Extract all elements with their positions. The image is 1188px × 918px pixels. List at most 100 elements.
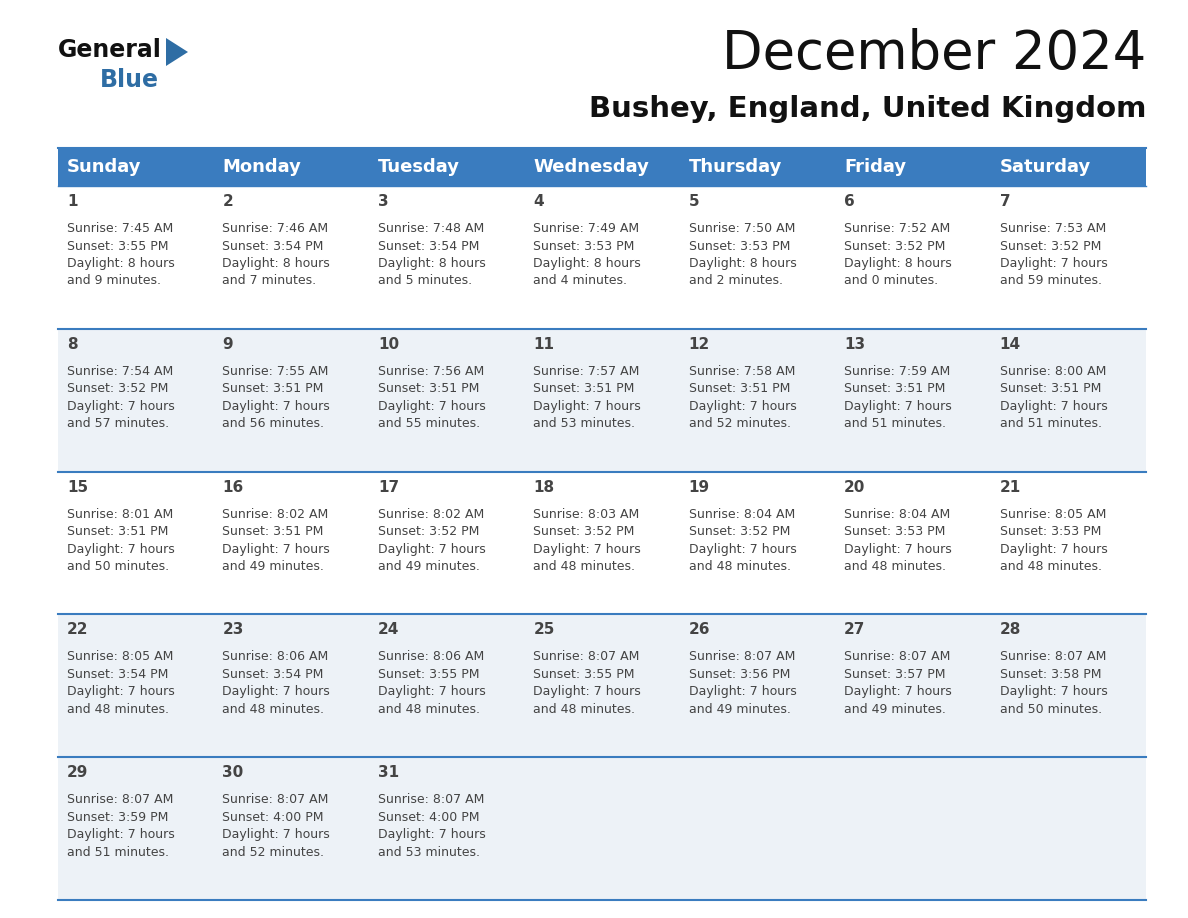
Bar	[835, 614, 991, 757]
Text: 25: 25	[533, 622, 555, 637]
Text: Sunrise: 8:05 AM: Sunrise: 8:05 AM	[67, 650, 173, 664]
Text: Daylight: 7 hours: Daylight: 7 hours	[378, 543, 486, 555]
Text: Sunrise: 7:46 AM: Sunrise: 7:46 AM	[222, 222, 329, 235]
Text: Sunrise: 8:06 AM: Sunrise: 8:06 AM	[378, 650, 484, 664]
Text: and 7 minutes.: and 7 minutes.	[222, 274, 316, 287]
Text: Friday: Friday	[845, 158, 906, 176]
Text: Saturday: Saturday	[999, 158, 1091, 176]
Text: and 51 minutes.: and 51 minutes.	[67, 845, 169, 858]
Text: Daylight: 7 hours: Daylight: 7 hours	[533, 543, 642, 555]
Text: and 48 minutes.: and 48 minutes.	[378, 703, 480, 716]
Text: 6: 6	[845, 194, 855, 209]
Text: Sunset: 3:53 PM: Sunset: 3:53 PM	[845, 525, 946, 538]
Text: Daylight: 7 hours: Daylight: 7 hours	[845, 686, 952, 699]
Bar	[991, 186, 1146, 329]
Text: Sunrise: 8:04 AM: Sunrise: 8:04 AM	[689, 508, 795, 521]
Text: and 48 minutes.: and 48 minutes.	[533, 703, 636, 716]
Text: Daylight: 7 hours: Daylight: 7 hours	[67, 828, 175, 841]
Text: Sunset: 3:52 PM: Sunset: 3:52 PM	[533, 525, 634, 538]
Text: and 52 minutes.: and 52 minutes.	[689, 418, 791, 431]
Text: Sunset: 3:55 PM: Sunset: 3:55 PM	[533, 668, 634, 681]
Text: 13: 13	[845, 337, 865, 352]
Text: and 48 minutes.: and 48 minutes.	[533, 560, 636, 573]
Text: Sunset: 3:51 PM: Sunset: 3:51 PM	[689, 382, 790, 396]
Text: Sunset: 4:00 PM: Sunset: 4:00 PM	[222, 811, 324, 823]
Text: Sunrise: 8:02 AM: Sunrise: 8:02 AM	[222, 508, 329, 521]
Text: 19: 19	[689, 479, 710, 495]
Bar	[835, 329, 991, 472]
Text: Daylight: 8 hours: Daylight: 8 hours	[689, 257, 796, 270]
Text: and 52 minutes.: and 52 minutes.	[222, 845, 324, 858]
Bar	[58, 186, 214, 329]
Text: Sunrise: 7:50 AM: Sunrise: 7:50 AM	[689, 222, 795, 235]
Text: Sunrise: 8:04 AM: Sunrise: 8:04 AM	[845, 508, 950, 521]
Text: Sunrise: 7:48 AM: Sunrise: 7:48 AM	[378, 222, 484, 235]
Text: Sunrise: 7:52 AM: Sunrise: 7:52 AM	[845, 222, 950, 235]
Text: and 55 minutes.: and 55 minutes.	[378, 418, 480, 431]
Text: Daylight: 7 hours: Daylight: 7 hours	[999, 686, 1107, 699]
Text: Sunrise: 8:02 AM: Sunrise: 8:02 AM	[378, 508, 484, 521]
Text: Sunset: 3:52 PM: Sunset: 3:52 PM	[845, 240, 946, 252]
Text: and 53 minutes.: and 53 minutes.	[378, 845, 480, 858]
Text: and 49 minutes.: and 49 minutes.	[378, 560, 480, 573]
Bar	[680, 472, 835, 614]
Bar	[214, 148, 368, 186]
Text: Sunrise: 8:07 AM: Sunrise: 8:07 AM	[689, 650, 795, 664]
Text: and 51 minutes.: and 51 minutes.	[845, 418, 946, 431]
Text: Daylight: 8 hours: Daylight: 8 hours	[533, 257, 642, 270]
Text: Daylight: 7 hours: Daylight: 7 hours	[689, 686, 796, 699]
Text: 17: 17	[378, 479, 399, 495]
Text: 9: 9	[222, 337, 233, 352]
Text: Tuesday: Tuesday	[378, 158, 460, 176]
Text: Sunrise: 8:07 AM: Sunrise: 8:07 AM	[378, 793, 485, 806]
Text: Sunset: 3:51 PM: Sunset: 3:51 PM	[845, 382, 946, 396]
Bar	[680, 614, 835, 757]
Bar	[524, 186, 680, 329]
Bar	[991, 148, 1146, 186]
Text: Sunrise: 7:53 AM: Sunrise: 7:53 AM	[999, 222, 1106, 235]
Text: and 48 minutes.: and 48 minutes.	[222, 703, 324, 716]
Text: Sunset: 3:56 PM: Sunset: 3:56 PM	[689, 668, 790, 681]
Text: Thursday: Thursday	[689, 158, 782, 176]
Text: Daylight: 7 hours: Daylight: 7 hours	[533, 686, 642, 699]
Text: Sunrise: 7:59 AM: Sunrise: 7:59 AM	[845, 364, 950, 378]
Text: Sunset: 3:53 PM: Sunset: 3:53 PM	[999, 525, 1101, 538]
Text: Daylight: 7 hours: Daylight: 7 hours	[67, 400, 175, 413]
Text: 10: 10	[378, 337, 399, 352]
Bar	[680, 186, 835, 329]
Text: Sunset: 3:53 PM: Sunset: 3:53 PM	[533, 240, 634, 252]
Text: Sunset: 3:52 PM: Sunset: 3:52 PM	[689, 525, 790, 538]
Bar	[680, 757, 835, 900]
Text: 14: 14	[999, 337, 1020, 352]
Text: Sunset: 3:52 PM: Sunset: 3:52 PM	[67, 382, 169, 396]
Bar	[368, 614, 524, 757]
Text: Daylight: 7 hours: Daylight: 7 hours	[689, 543, 796, 555]
Text: 20: 20	[845, 479, 866, 495]
Text: Daylight: 7 hours: Daylight: 7 hours	[67, 686, 175, 699]
Text: Sunset: 3:55 PM: Sunset: 3:55 PM	[67, 240, 169, 252]
Text: Sunset: 3:51 PM: Sunset: 3:51 PM	[378, 382, 479, 396]
Bar	[524, 148, 680, 186]
Bar	[991, 329, 1146, 472]
Text: Sunrise: 7:57 AM: Sunrise: 7:57 AM	[533, 364, 639, 378]
Text: Sunset: 4:00 PM: Sunset: 4:00 PM	[378, 811, 479, 823]
Text: and 51 minutes.: and 51 minutes.	[999, 418, 1101, 431]
Text: and 5 minutes.: and 5 minutes.	[378, 274, 472, 287]
Text: 15: 15	[67, 479, 88, 495]
Text: Sunset: 3:58 PM: Sunset: 3:58 PM	[999, 668, 1101, 681]
Text: Sunrise: 7:56 AM: Sunrise: 7:56 AM	[378, 364, 484, 378]
Text: Sunset: 3:51 PM: Sunset: 3:51 PM	[533, 382, 634, 396]
Bar	[680, 148, 835, 186]
Text: 5: 5	[689, 194, 700, 209]
Text: Sunset: 3:54 PM: Sunset: 3:54 PM	[222, 240, 324, 252]
Text: 29: 29	[67, 766, 88, 780]
Text: Sunrise: 7:54 AM: Sunrise: 7:54 AM	[67, 364, 173, 378]
Text: 22: 22	[67, 622, 88, 637]
Text: Daylight: 7 hours: Daylight: 7 hours	[67, 543, 175, 555]
Text: and 56 minutes.: and 56 minutes.	[222, 418, 324, 431]
Bar	[991, 472, 1146, 614]
Text: Daylight: 7 hours: Daylight: 7 hours	[689, 400, 796, 413]
Text: Daylight: 7 hours: Daylight: 7 hours	[222, 400, 330, 413]
Text: 31: 31	[378, 766, 399, 780]
Text: and 49 minutes.: and 49 minutes.	[845, 703, 946, 716]
